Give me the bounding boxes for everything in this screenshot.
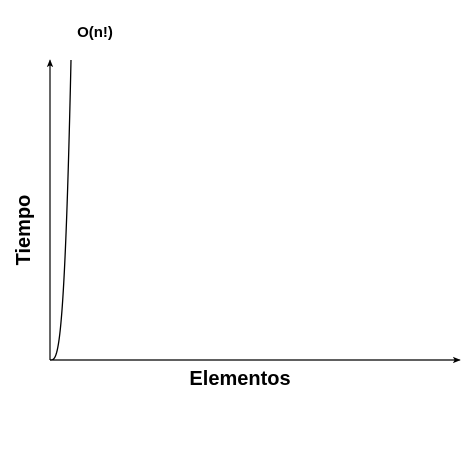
chart-title: O(n!): [77, 24, 113, 41]
series-line-factorial: [50, 59, 72, 361]
x-axis-label: Elementos: [189, 368, 290, 390]
y-axis-label: Tiempo: [13, 195, 35, 266]
